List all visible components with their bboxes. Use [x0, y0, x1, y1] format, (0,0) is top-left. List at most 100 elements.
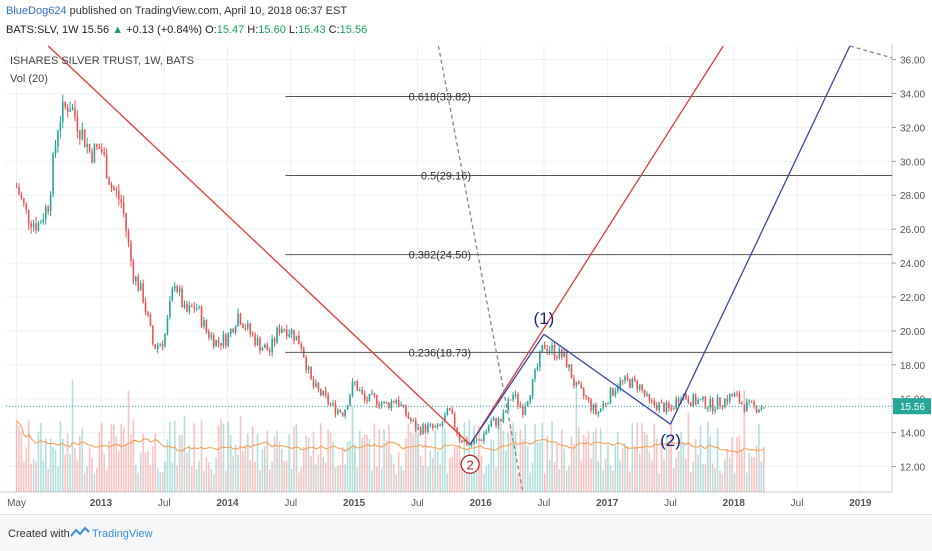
volume-bar — [234, 444, 237, 492]
volume-bar — [334, 467, 337, 492]
candle-body — [755, 405, 758, 413]
time-tick-label: 2015 — [343, 498, 366, 509]
volume-bar — [169, 421, 171, 492]
candle-body — [707, 407, 709, 409]
candle-body — [152, 326, 154, 345]
volume-bar — [20, 431, 23, 492]
volume-bar — [327, 429, 329, 492]
candle-body — [758, 409, 760, 413]
candle-body — [93, 144, 96, 163]
volume-bar — [758, 424, 760, 492]
high-label: H: — [247, 24, 259, 36]
fib-level-label: 0.382(24.50) — [409, 250, 471, 262]
price-tick-label: 18.00 — [900, 361, 925, 372]
volume-bar — [76, 459, 79, 492]
volume-bar — [400, 465, 402, 492]
candle-body — [745, 401, 748, 412]
candle-body — [132, 261, 135, 282]
volume-bar — [648, 451, 651, 492]
volume-bar — [49, 438, 52, 492]
candle-body — [485, 431, 488, 435]
volume-bar — [495, 467, 497, 492]
red-projection-line — [469, 45, 724, 445]
volume-bar — [470, 467, 473, 492]
volume-bar — [315, 464, 317, 492]
volume-bar — [427, 466, 429, 492]
volume-bar — [88, 447, 91, 492]
candle-body — [363, 393, 366, 400]
candle-body — [441, 422, 444, 426]
candle-body — [351, 382, 354, 396]
volume-bar — [47, 469, 49, 492]
tradingview-brand[interactable]: TradingView — [92, 528, 153, 540]
volume-bar — [599, 428, 602, 492]
candle-body — [556, 357, 558, 359]
volume-bar — [341, 447, 344, 492]
candle-body — [64, 101, 67, 108]
volume-bar — [595, 428, 597, 492]
candle-body — [449, 407, 451, 410]
candle-body — [402, 404, 405, 406]
symbol-label: BATS:SLV, 1W — [6, 24, 79, 36]
candle-body — [651, 400, 653, 402]
candle-body — [329, 403, 332, 405]
candle-body — [268, 350, 271, 353]
volume-bar — [429, 450, 432, 492]
candle-body — [356, 381, 359, 391]
volume-bar — [281, 449, 283, 492]
candle-body — [76, 116, 79, 131]
volume-bar — [587, 431, 590, 492]
candle-body — [543, 345, 546, 349]
price-tick-label: 24.00 — [900, 259, 925, 270]
volume-bar — [721, 473, 724, 492]
candle-body — [558, 348, 561, 358]
candle-body — [215, 340, 217, 347]
candle-body — [244, 327, 247, 329]
volume-bar — [663, 459, 665, 492]
candle-body — [699, 399, 702, 401]
candle-body — [110, 184, 113, 189]
volume-bar — [641, 423, 643, 492]
volume-bar — [30, 463, 32, 492]
volume-bar — [492, 440, 495, 492]
volume-bar — [320, 423, 322, 492]
footer-bar: Created with TradingView — [0, 514, 932, 551]
candle-body — [604, 403, 607, 405]
candle-body — [653, 400, 656, 406]
candle-body — [658, 402, 660, 410]
candle-body — [341, 412, 344, 416]
candle-body — [714, 409, 716, 412]
price-chart[interactable]: 0.236(18.73) 0.382(24.50) 0.5(29.16) 0.618(… — [0, 44, 932, 514]
volume-bar — [453, 447, 456, 492]
candle-body — [195, 308, 198, 310]
candle-body — [631, 378, 634, 388]
candle-body — [619, 380, 621, 388]
volume-bar — [526, 445, 529, 492]
volume-bar — [597, 460, 600, 492]
volume-bar — [504, 450, 507, 492]
candle-body — [181, 288, 183, 308]
candle-body — [400, 404, 402, 406]
candle-body — [81, 129, 84, 140]
volume-bar — [602, 470, 604, 492]
volume-bar — [181, 435, 183, 492]
volume-bar — [675, 457, 677, 492]
author-link[interactable]: BlueDog624 — [6, 5, 67, 17]
candle-body — [91, 151, 93, 163]
volume-bar — [514, 431, 517, 492]
candle-body — [573, 378, 575, 386]
volume-bar — [485, 465, 488, 492]
volume-bar — [682, 442, 685, 492]
volume-bar — [410, 432, 412, 492]
candle-body — [743, 404, 746, 412]
candle-body — [621, 380, 624, 382]
volume-bar — [395, 473, 398, 492]
candle-body — [96, 144, 98, 147]
candle-body — [694, 394, 697, 405]
candle-body — [256, 338, 259, 346]
candle-body — [599, 408, 602, 412]
candle-body — [419, 427, 422, 434]
fib-level-label: 0.5(29.16) — [421, 171, 471, 183]
candle-body — [176, 286, 178, 292]
high-value: 15.60 — [258, 24, 286, 36]
